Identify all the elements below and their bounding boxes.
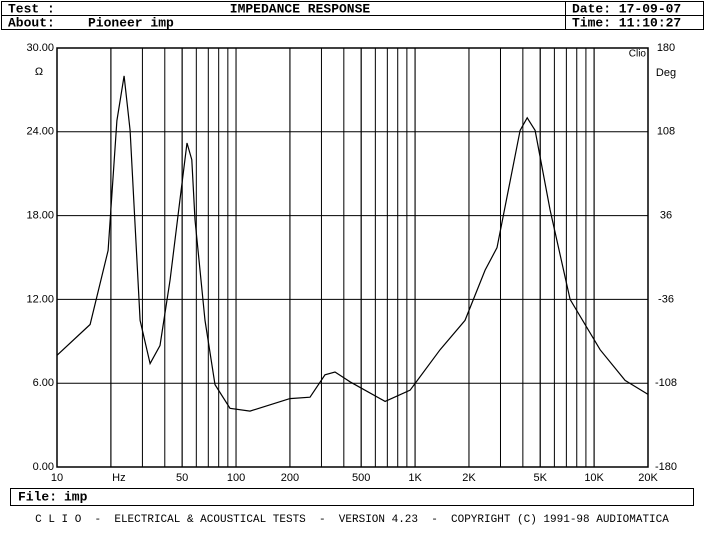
- about-value: Pioneer imp: [88, 15, 174, 30]
- y2-axis-label: Deg: [656, 67, 676, 79]
- plot: 10 Hz 50 100 200 500 1K 2K 5K 10K 20K 0.00 6.00 12.00…: [26, 42, 677, 484]
- header-title: IMPEDANCE RESPONSE: [230, 1, 371, 16]
- plot-frame: [56, 47, 649, 468]
- file-label: File:: [18, 489, 57, 504]
- test-label: Test :: [8, 1, 55, 16]
- y-tick-label: 6.00: [33, 377, 54, 389]
- about-label: About:: [8, 15, 55, 30]
- y-tick-label: 24.00: [26, 126, 54, 138]
- date: Date: 17-09-07: [572, 1, 681, 16]
- time: Time: 11:10:27: [572, 15, 681, 30]
- x-tick-label: 2K: [462, 472, 476, 484]
- x-tick-label: 5K: [533, 472, 547, 484]
- banner: C L I O - ELECTRICAL & ACOUSTICAL TESTS …: [35, 514, 669, 526]
- x-tick-label: Hz: [112, 472, 125, 484]
- impedance-line: [56, 75, 649, 412]
- x-tick-label: 200: [281, 472, 299, 484]
- y2-tick-label: -108: [655, 377, 677, 389]
- x-tick-label: 1K: [408, 472, 422, 484]
- y2-tick-label: 180: [657, 42, 675, 54]
- y-tick-label: 18.00: [26, 210, 54, 222]
- x-tick-label: 10K: [584, 472, 604, 484]
- y2-tick-label: 108: [657, 126, 675, 138]
- x-tick-label: 100: [227, 472, 245, 484]
- corner-label: Clio: [629, 49, 647, 60]
- x-tick-label: 50: [176, 472, 188, 484]
- y2-tick-label: 36: [660, 210, 672, 222]
- file-name: imp: [64, 489, 88, 504]
- y-axis-label: Ω: [35, 66, 43, 78]
- y-tick-label: 12.00: [26, 293, 54, 305]
- y-tick-label: 0.00: [33, 461, 54, 473]
- y-tick-label: 30.00: [26, 42, 54, 54]
- x-tick-label: 500: [352, 472, 370, 484]
- y2-tick-label: -180: [655, 461, 677, 473]
- x-tick-label: 20K: [638, 472, 658, 484]
- x-tick-label: 10: [51, 472, 63, 484]
- file-box: [10, 488, 694, 506]
- y2-tick-label: -36: [658, 293, 674, 305]
